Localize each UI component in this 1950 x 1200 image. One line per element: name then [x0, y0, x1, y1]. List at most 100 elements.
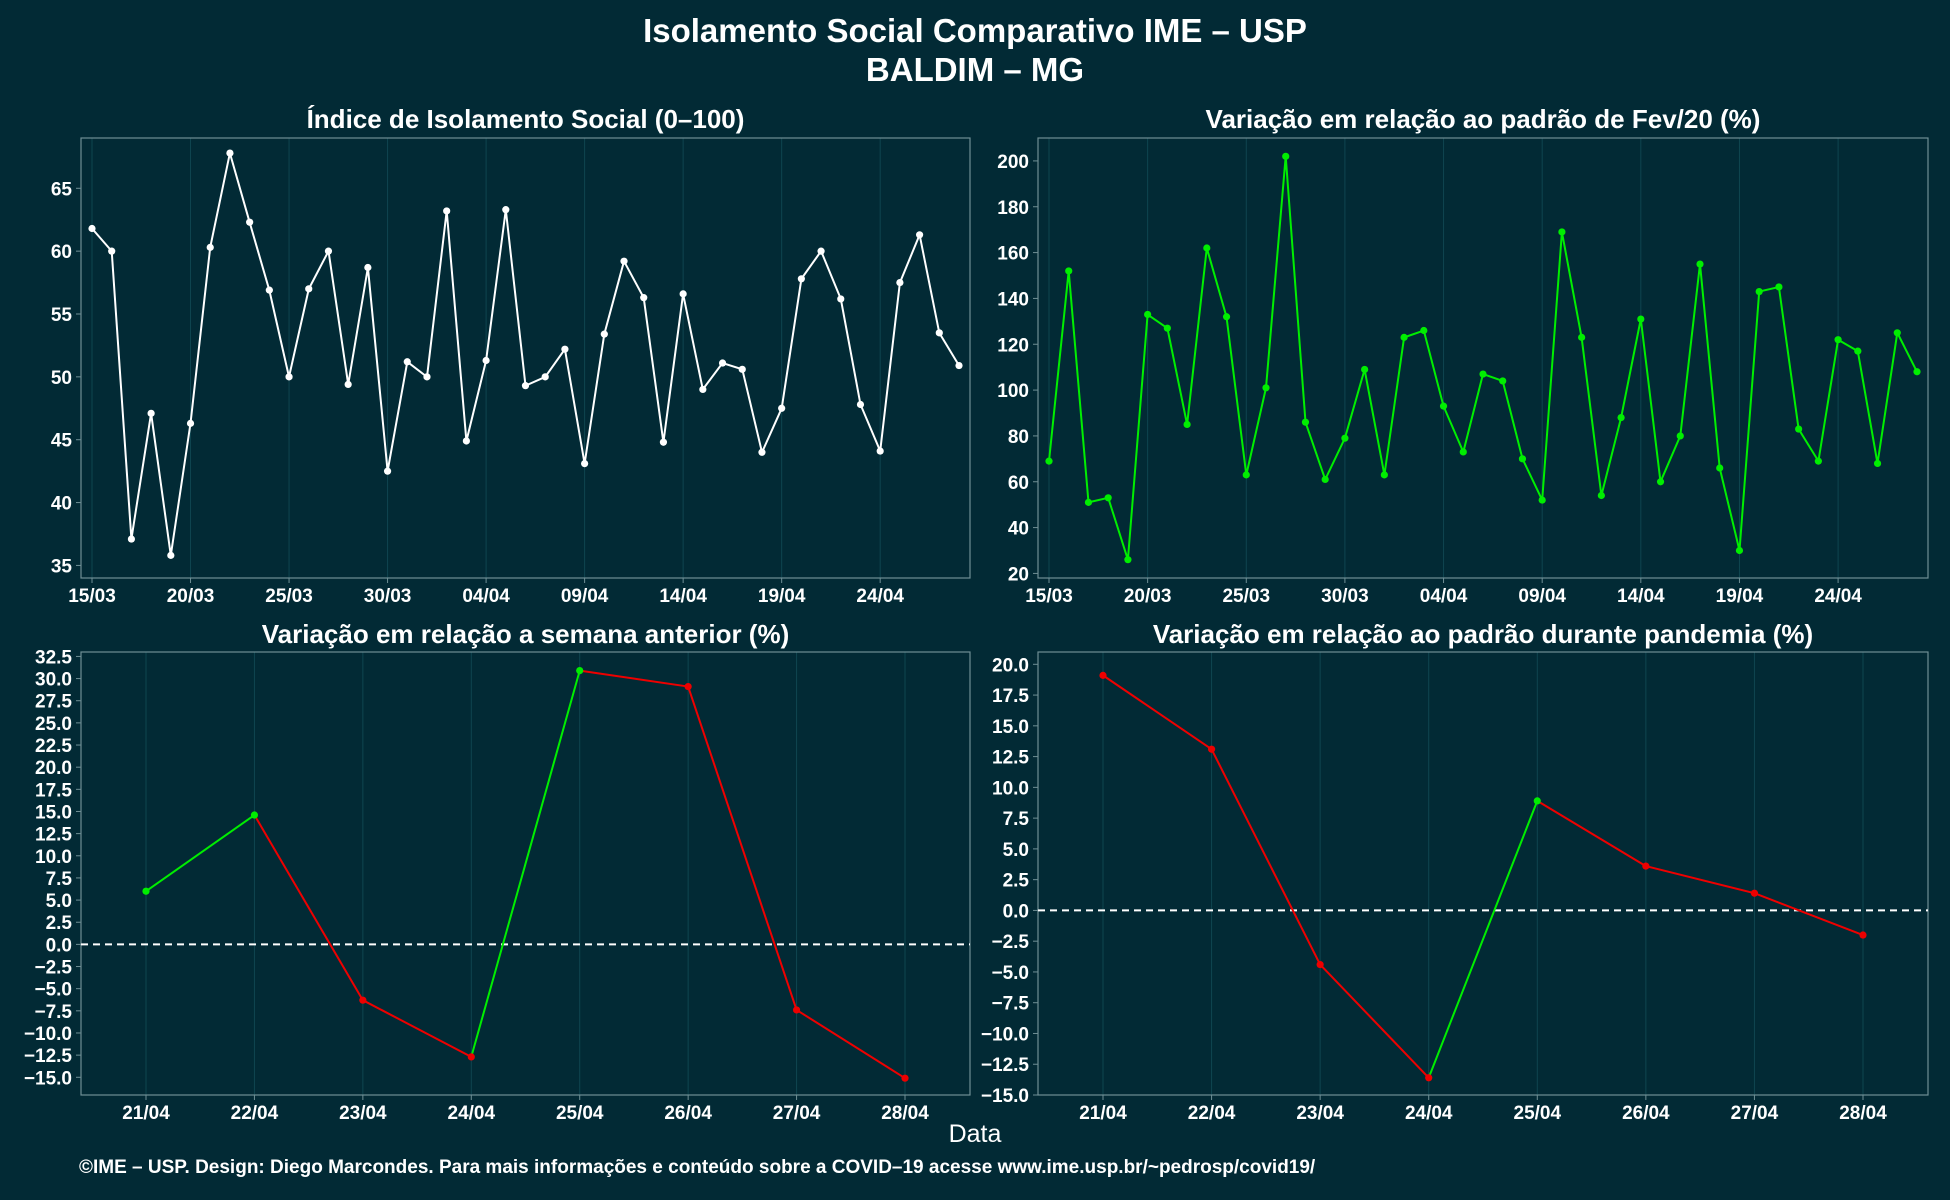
data-point [1380, 471, 1388, 479]
data-point [359, 996, 367, 1004]
y-tick-label: 120 [997, 335, 1029, 356]
series-segment [253, 814, 364, 1001]
data-point [1558, 228, 1566, 236]
data-point [324, 247, 333, 255]
y-tick-label: 45 [51, 431, 73, 452]
data-point [502, 206, 510, 214]
y-tick-label: −12.5 [24, 1046, 73, 1067]
y-tick-label: −15.0 [981, 1086, 1029, 1107]
data-point [250, 811, 259, 819]
data-point [1775, 283, 1783, 291]
y-tick-label: 60 [1008, 473, 1029, 494]
y-tick-label: 50 [51, 368, 72, 389]
data-point [1163, 324, 1171, 332]
series-segment [1210, 748, 1322, 966]
x-tick-label: 28/04 [881, 1103, 929, 1124]
data-point [1459, 448, 1467, 456]
y-tick-label: 20 [1008, 564, 1029, 585]
data-point [699, 385, 707, 394]
data-point [915, 231, 924, 239]
x-tick-label: 19/04 [1716, 586, 1764, 607]
data-point [285, 373, 293, 381]
panel-title: Variação em relação ao padrão de Fev/20 … [1206, 104, 1761, 134]
x-tick-label: 14/04 [1617, 586, 1665, 607]
y-tick-label: 35 [51, 556, 73, 577]
y-tick-label: 5.0 [1003, 840, 1029, 861]
series-segment [1102, 674, 1213, 751]
y-tick-label: 10.0 [992, 778, 1029, 799]
y-tick-label: 20.0 [992, 655, 1029, 676]
y-tick-label: 40 [51, 494, 72, 515]
data-point [837, 295, 845, 303]
series-line [91, 152, 960, 556]
data-point [576, 667, 584, 675]
x-tick-label: 25/03 [265, 586, 313, 607]
data-point [127, 535, 136, 543]
y-tick-label: 12.5 [992, 748, 1029, 769]
x-tick-label: 15/03 [1025, 586, 1073, 607]
data-point [1755, 287, 1763, 296]
data-point [758, 448, 766, 456]
x-tick-label: 24/04 [448, 1103, 496, 1124]
data-point [1873, 459, 1882, 468]
x-tick-label: 30/03 [364, 586, 412, 607]
y-tick-label: 160 [997, 244, 1029, 265]
data-point [1642, 862, 1650, 870]
data-point [1597, 491, 1605, 500]
data-point [1425, 1074, 1433, 1082]
x-tick-label: 22/04 [1188, 1103, 1236, 1124]
data-point [1045, 457, 1053, 465]
data-point [1913, 368, 1921, 376]
y-tick-label: 5.0 [46, 891, 72, 912]
data-point [1617, 413, 1625, 422]
x-tick-label: 27/04 [773, 1103, 821, 1124]
data-point [1282, 152, 1290, 160]
x-tick-label: 21/04 [122, 1103, 170, 1124]
data-point [1104, 494, 1112, 502]
y-tick-label: 180 [997, 198, 1029, 219]
x-tick-label: 19/04 [758, 586, 806, 607]
x-tick-label: 21/04 [1079, 1103, 1127, 1124]
data-point [1242, 471, 1250, 479]
x-tick-label: 09/04 [1518, 586, 1566, 607]
series-segment [1754, 892, 1864, 936]
x-tick-label: 25/04 [556, 1103, 604, 1124]
data-point [856, 400, 865, 409]
data-point [1676, 432, 1684, 440]
x-tick-label: 20/03 [1124, 586, 1172, 607]
data-point [1316, 960, 1324, 969]
y-tick-label: 10.0 [35, 847, 72, 868]
y-tick-label: −7.5 [34, 1002, 72, 1023]
data-point [1084, 498, 1093, 506]
data-point [620, 257, 628, 265]
y-tick-label: 55 [51, 305, 73, 326]
data-point [581, 460, 589, 468]
series-segment [1319, 963, 1430, 1079]
data-point [738, 365, 746, 373]
panel-3: Variação em relação a semana anterior (%… [24, 619, 971, 1124]
y-tick-label: −12.5 [981, 1055, 1030, 1076]
y-tick-label: −10.0 [24, 1024, 72, 1045]
data-point [1637, 315, 1645, 323]
x-tick-label: 14/04 [659, 586, 707, 607]
series-segment [687, 686, 798, 1011]
data-point [935, 329, 943, 337]
data-point [1834, 336, 1842, 344]
plot-frame [80, 137, 971, 579]
y-tick-label: 22.5 [35, 736, 72, 757]
data-point [1696, 260, 1704, 268]
series-segment [1427, 800, 1539, 1079]
panel-2: Variação em relação ao padrão de Fev/20 … [997, 104, 1929, 607]
series-segment [1536, 800, 1647, 867]
y-tick-label: 17.5 [35, 780, 72, 801]
series-segment [145, 814, 256, 893]
data-point [1533, 797, 1541, 805]
panel-title: Variação em relação ao padrão durante pa… [1153, 619, 1813, 649]
data-point [305, 285, 313, 293]
data-point [186, 419, 195, 427]
plot-frame [1037, 137, 1929, 579]
x-tick-label: 26/04 [1622, 1103, 1670, 1124]
y-tick-label: 30.0 [35, 670, 72, 691]
data-point [640, 294, 648, 302]
y-tick-label: −5.0 [991, 963, 1029, 984]
